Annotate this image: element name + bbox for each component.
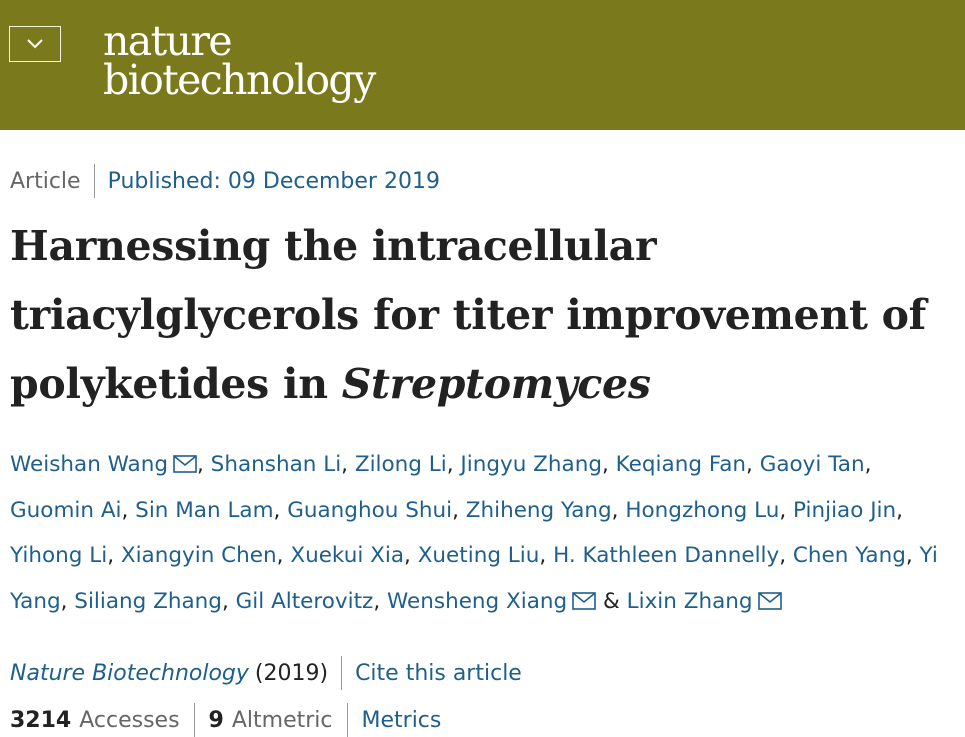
author-separator: , [611, 497, 626, 523]
author-separator: , [601, 452, 616, 477]
author-name-link[interactable]: Wensheng Xiang [387, 588, 568, 614]
author-separator: , [60, 588, 75, 614]
published-date: Published: 09 December 2019 [107, 168, 440, 194]
author-name-link[interactable]: Pinjiao Jin [793, 497, 897, 523]
author-separator: & [596, 588, 627, 614]
author-item: Zhiheng Yang, [466, 498, 626, 523]
journal-name[interactable]: Nature Biotechnology [10, 660, 249, 686]
author-item: Gaoyi Tan, [760, 452, 872, 477]
author-item: Zilong Li, [355, 452, 461, 477]
author-name-link[interactable]: Keqiang Fan [615, 452, 747, 477]
accesses-count: 3214 [10, 707, 72, 733]
author-name-link[interactable]: H. Kathleen Dannelly [553, 543, 780, 568]
menu-toggle-button[interactable] [9, 26, 61, 62]
journal-year: (2019) [254, 660, 329, 686]
author-separator: , [341, 452, 355, 477]
author-separator: , [121, 497, 136, 523]
author-name-link[interactable]: Yihong Li [10, 543, 108, 568]
title-italic-genus: Streptomyces [341, 360, 651, 408]
author-separator: , [905, 543, 920, 568]
author-name-link[interactable]: Siliang Zhang [74, 588, 222, 614]
author-name-link[interactable]: Gaoyi Tan [759, 452, 865, 477]
author-separator: , [539, 543, 554, 568]
author-name-link[interactable]: Xuekui Xia [290, 543, 405, 568]
author-item: Wensheng Xiang & [387, 589, 627, 614]
metrics-divider [346, 703, 348, 737]
altmetric-count: 9 [208, 707, 224, 733]
author-item: Pinjiao Jin, [793, 498, 903, 523]
author-separator: , [107, 543, 121, 568]
author-name-link[interactable]: Chen Yang [792, 543, 906, 568]
author-item: Xueting Liu, [418, 543, 553, 568]
author-separator: , [452, 497, 466, 523]
author-separator: , [276, 543, 291, 568]
author-name-link[interactable]: Gil Alterovitz [235, 588, 374, 614]
author-name-link[interactable]: Jingyu Zhang [460, 452, 602, 477]
altmetric-label: Altmetric [231, 707, 333, 733]
author-item: Sin Man Lam, [135, 498, 287, 523]
author-name-link[interactable]: Xueting Liu [417, 543, 540, 568]
author-separator: , [273, 497, 288, 523]
author-name-link[interactable]: Zhiheng Yang [465, 497, 612, 523]
author-name-link[interactable]: Hongzhong Lu [625, 497, 780, 523]
author-name-link[interactable]: Sin Man Lam [135, 497, 274, 523]
email-icon[interactable] [757, 591, 782, 610]
author-separator: , [446, 452, 461, 477]
author-separator: , [864, 452, 872, 477]
author-separator: , [896, 497, 904, 523]
author-item: Chen Yang, [793, 543, 920, 568]
author-separator: , [779, 497, 794, 523]
author-item: Weishan Wang, [10, 452, 211, 477]
author-item: Lixin Zhang [627, 589, 782, 614]
author-item: Guanghou Shui, [287, 498, 466, 523]
author-separator: , [221, 588, 236, 614]
author-item: Siliang Zhang, [74, 589, 235, 614]
journal-divider [341, 656, 343, 690]
author-name-link[interactable]: Guanghou Shui [287, 497, 453, 523]
author-item: Shanshan Li, [211, 452, 355, 477]
author-separator: , [779, 543, 793, 568]
author-item: Hongzhong Lu, [625, 498, 793, 523]
article-metrics: 3214 Accesses 9 Altmetric Metrics [10, 703, 441, 737]
cite-this-article-link[interactable]: Cite this article [355, 660, 522, 686]
email-icon[interactable] [173, 455, 197, 473]
author-item: Xuekui Xia, [290, 543, 417, 568]
author-name-link[interactable]: Yi Yang [10, 543, 938, 614]
author-separator: , [746, 452, 760, 477]
article-type: Article [10, 168, 81, 194]
author-item: Gil Alterovitz, [236, 589, 387, 614]
journal-info: Nature Biotechnology (2019) Cite this ar… [10, 655, 522, 691]
email-icon[interactable] [572, 591, 596, 610]
author-separator: , [404, 543, 418, 568]
author-item: Yihong Li, [10, 543, 121, 568]
author-name-link[interactable]: Shanshan Li [210, 452, 342, 477]
author-separator: , [197, 452, 211, 477]
metrics-divider [193, 703, 195, 737]
author-item: H. Kathleen Dannelly, [553, 543, 793, 568]
meta-divider [93, 164, 95, 198]
logo-line-biotechnology: biotechnology [103, 56, 376, 104]
author-list: Weishan Wang, Shanshan Li, Zilong Li, Ji… [10, 442, 962, 624]
author-item: Xiangyin Chen, [121, 543, 290, 568]
author-item: Guomin Ai, [10, 498, 135, 523]
site-header: nature biotechnology [0, 0, 965, 130]
metrics-link[interactable]: Metrics [361, 707, 442, 733]
author-separator: , [373, 588, 388, 614]
journal-logo[interactable]: nature biotechnology [103, 17, 376, 104]
author-item: Jingyu Zhang, [460, 452, 615, 477]
chevron-down-icon [27, 39, 43, 49]
author-name-link[interactable]: Weishan Wang [10, 452, 168, 477]
accesses-label: Accesses [79, 707, 180, 733]
author-item: Keqiang Fan, [616, 452, 760, 477]
author-item: Yi Yang, [10, 543, 938, 614]
logo-line-nature: nature [103, 17, 233, 65]
article-meta: Article Published: 09 December 2019 [10, 164, 440, 198]
title-text: Harnessing the intracellular triacylglyc… [10, 222, 926, 408]
author-name-link[interactable]: Lixin Zhang [626, 588, 753, 614]
author-name-link[interactable]: Xiangyin Chen [120, 543, 277, 568]
article-title: Harnessing the intracellular triacylglyc… [10, 212, 960, 419]
author-name-link[interactable]: Guomin Ai [10, 497, 122, 523]
author-name-link[interactable]: Zilong Li [354, 452, 447, 477]
